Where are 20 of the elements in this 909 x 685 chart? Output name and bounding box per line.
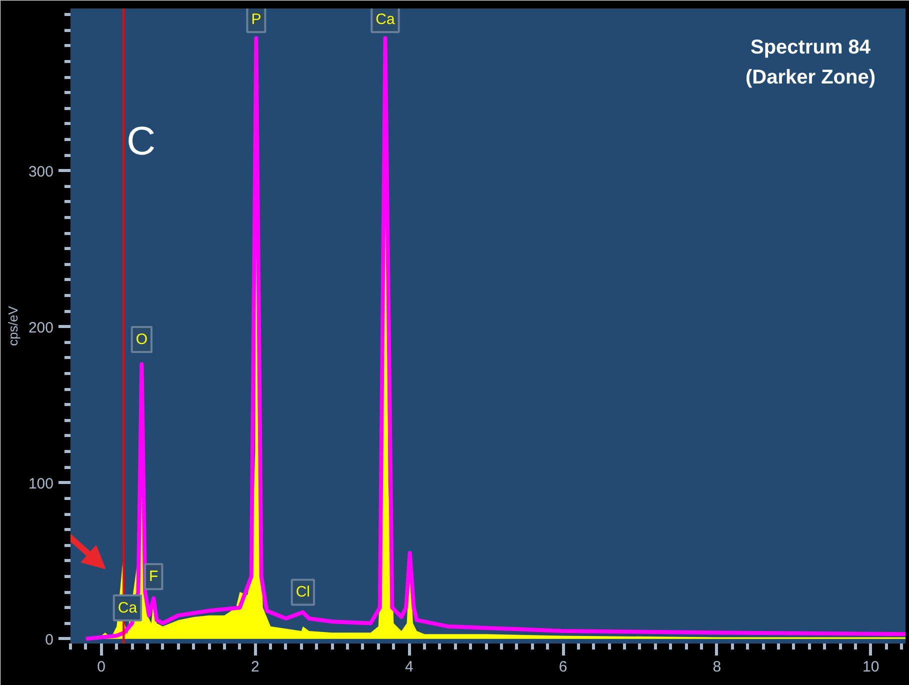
y-axis-title: cps/eV xyxy=(5,306,20,346)
text: Spectrum 84 xyxy=(750,36,872,58)
x-tick-label: 6 xyxy=(558,658,568,676)
ref-line-label: C xyxy=(126,120,156,164)
x-tick-label: 8 xyxy=(712,658,722,676)
x-tick-label: 4 xyxy=(404,658,414,676)
annotation: O xyxy=(136,330,148,348)
annotation: Ca xyxy=(118,599,138,616)
y-tick-label: 100 xyxy=(28,475,54,492)
x-tick-label: 2 xyxy=(251,658,260,676)
y-tick-label: 200 xyxy=(28,319,54,336)
y-tick-label: 300 xyxy=(28,163,54,180)
annotation: Cl xyxy=(296,584,310,601)
text: (Darker Zone) xyxy=(745,66,876,88)
y-tick-label: 0 xyxy=(45,631,54,648)
x-tick-label: 10 xyxy=(862,658,880,676)
x-tick-label: 0 xyxy=(97,658,106,676)
annotation: P xyxy=(251,11,262,28)
annotation: F xyxy=(149,568,158,586)
annotation: Ca xyxy=(376,11,396,28)
